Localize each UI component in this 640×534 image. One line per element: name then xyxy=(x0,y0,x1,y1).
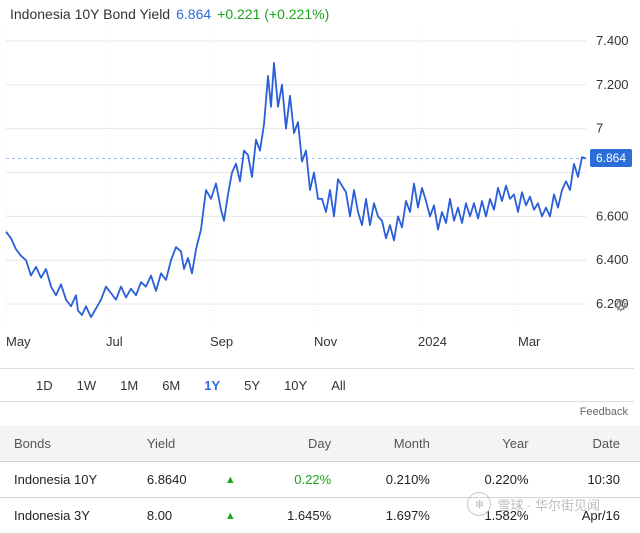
svg-text:6.600: 6.600 xyxy=(596,208,629,223)
cell: Apr/16 xyxy=(549,498,640,534)
cell: 0.220% xyxy=(450,462,549,498)
chart-area: 6.2006.4006.60077.2007.400MayJulSepNov20… xyxy=(0,26,640,368)
cell: 10:30 xyxy=(549,462,640,498)
cell: Indonesia 3Y xyxy=(0,498,133,534)
instrument-title: Indonesia 10Y Bond Yield xyxy=(10,6,170,22)
table-body: Indonesia 10Y6.8640▲0.22%0.210%0.220%10:… xyxy=(0,462,640,534)
svg-text:Sep: Sep xyxy=(210,334,233,349)
cell: 0.210% xyxy=(351,462,450,498)
svg-text:Mar: Mar xyxy=(518,334,541,349)
range-1w[interactable]: 1W xyxy=(65,374,109,397)
svg-text:7.400: 7.400 xyxy=(596,33,629,48)
instrument-change: +0.221 (+0.221%) xyxy=(217,6,329,22)
gear-icon[interactable]: ⚙ xyxy=(614,296,628,316)
feedback-link[interactable]: Feedback xyxy=(0,402,640,426)
svg-text:May: May xyxy=(6,334,31,349)
cell: 1.582% xyxy=(450,498,549,534)
range-all[interactable]: All xyxy=(319,374,357,397)
svg-text:Jul: Jul xyxy=(106,334,123,349)
cell: 6.8640 xyxy=(133,462,211,498)
table-row[interactable]: Indonesia 10Y6.8640▲0.22%0.210%0.220%10:… xyxy=(0,462,640,498)
svg-text:7.200: 7.200 xyxy=(596,77,629,92)
col-header: Yield xyxy=(133,426,211,462)
bonds-table: BondsYield DayMonthYearDate Indonesia 10Y… xyxy=(0,426,640,534)
range-1m[interactable]: 1M xyxy=(108,374,150,397)
col-header: Year xyxy=(450,426,549,462)
cell: 1.697% xyxy=(351,498,450,534)
range-5y[interactable]: 5Y xyxy=(232,374,272,397)
range-selector: 1D1W1M6M1Y5Y10YAll xyxy=(0,368,634,402)
range-10y[interactable]: 10Y xyxy=(272,374,319,397)
col-header: Day xyxy=(252,426,351,462)
col-header: Date xyxy=(549,426,640,462)
chart-header: Indonesia 10Y Bond Yield 6.864 +0.221 (+… xyxy=(0,0,640,26)
cell: 0.22% xyxy=(252,462,351,498)
cell: Indonesia 10Y xyxy=(0,462,133,498)
cell: ▲ xyxy=(211,462,253,498)
current-value-badge: 6.864 xyxy=(590,149,632,167)
col-header: Bonds xyxy=(0,426,133,462)
col-header: Month xyxy=(351,426,450,462)
range-1y[interactable]: 1Y xyxy=(192,374,232,397)
instrument-value: 6.864 xyxy=(176,6,211,22)
table-header-row: BondsYield DayMonthYearDate xyxy=(0,426,640,462)
svg-text:7: 7 xyxy=(596,121,603,136)
line-chart[interactable]: 6.2006.4006.60077.2007.400MayJulSepNov20… xyxy=(0,26,640,368)
range-6m[interactable]: 6M xyxy=(150,374,192,397)
svg-text:2024: 2024 xyxy=(418,334,447,349)
cell: 1.645% xyxy=(252,498,351,534)
svg-text:Nov: Nov xyxy=(314,334,338,349)
table-row[interactable]: Indonesia 3Y8.00▲1.645%1.697%1.582%Apr/1… xyxy=(0,498,640,534)
cell: 8.00 xyxy=(133,498,211,534)
svg-text:6.400: 6.400 xyxy=(596,252,629,267)
range-1d[interactable]: 1D xyxy=(24,374,65,397)
col-header xyxy=(211,426,253,462)
cell: ▲ xyxy=(211,498,253,534)
